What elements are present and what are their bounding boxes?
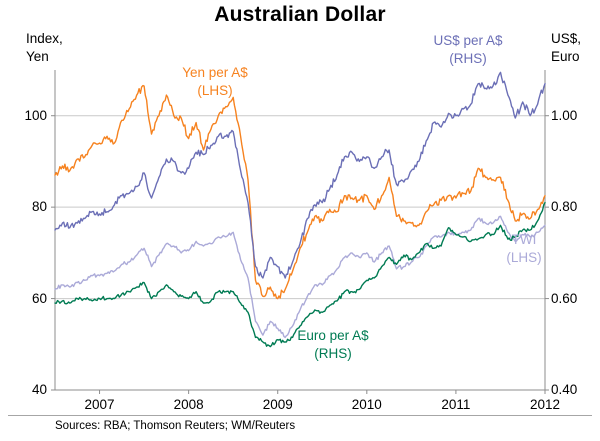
y-tick-label-right: 0.80 [551, 199, 578, 215]
y-tick-label-left: 60 [31, 290, 47, 306]
chart-title: Australian Dollar [214, 3, 386, 26]
right-axis-unit-line2: Euro [551, 49, 580, 64]
footer-rule [8, 415, 592, 416]
series-label-0: Yen per A$ (LHS) [182, 64, 248, 100]
series-label-line: (LHS) [506, 250, 542, 265]
series-label-line: (RHS) [449, 51, 487, 66]
series-label-1: US$ per A$ (RHS) [433, 32, 502, 68]
series-label-line: Euro per A$ [297, 328, 369, 343]
y-tick-label-right: 1.00 [551, 107, 578, 123]
left-axis-unit-line2: Yen [26, 49, 49, 64]
left-axis-unit-line1: Index, [26, 31, 63, 46]
y-tick-label-left: 80 [31, 199, 47, 215]
series-label-line: (LHS) [197, 83, 233, 98]
right-axis-unit: US$, Euro [551, 30, 581, 66]
series-line-1 [54, 71, 546, 279]
x-tick-label: 2011 [441, 397, 471, 412]
right-axis-unit-line1: US$, [551, 31, 582, 46]
x-tick-label: 2008 [173, 397, 204, 412]
x-tick-label: 2010 [351, 397, 382, 412]
series-label-3: Euro per A$ (RHS) [297, 327, 368, 363]
series-line-3 [54, 201, 546, 348]
x-tick-label: 2012 [529, 397, 561, 412]
series-label-line: Yen per A$ [182, 65, 248, 80]
left-axis-unit: Index, Yen [26, 30, 63, 66]
series-line-0 [54, 84, 546, 300]
y-tick-label-right: 0.60 [551, 290, 578, 306]
y-tick-label-right: 0.40 [551, 382, 578, 397]
x-tick-label: 2007 [84, 397, 115, 412]
x-tick-label: 2009 [262, 397, 293, 412]
series-label-line: (RHS) [314, 346, 352, 361]
y-tick-label-left: 40 [31, 382, 47, 397]
series-line-2 [54, 215, 546, 339]
series-label-line: TWI [511, 232, 537, 247]
series-label-line: US$ per A$ [433, 33, 503, 48]
y-tick-label-left: 100 [24, 107, 47, 123]
series-label-2: TWI (LHS) [506, 231, 541, 267]
sources-note: Sources: RBA; Thomson Reuters; WM/Reuter… [55, 420, 296, 432]
